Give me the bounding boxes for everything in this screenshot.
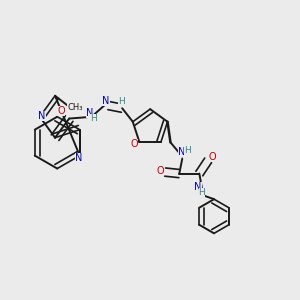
- Text: H: H: [90, 114, 97, 123]
- Text: N: N: [86, 108, 94, 118]
- Text: N: N: [74, 153, 82, 163]
- Text: O: O: [156, 166, 164, 176]
- Text: H: H: [199, 188, 205, 197]
- Text: H: H: [184, 146, 191, 155]
- Text: N: N: [178, 147, 185, 157]
- Text: H: H: [118, 97, 125, 106]
- Text: O: O: [57, 106, 65, 116]
- Text: N: N: [194, 182, 202, 192]
- Text: CH₃: CH₃: [67, 103, 83, 112]
- Text: N: N: [38, 111, 46, 121]
- Text: O: O: [209, 152, 216, 162]
- Text: N: N: [102, 97, 110, 106]
- Text: O: O: [130, 139, 138, 148]
